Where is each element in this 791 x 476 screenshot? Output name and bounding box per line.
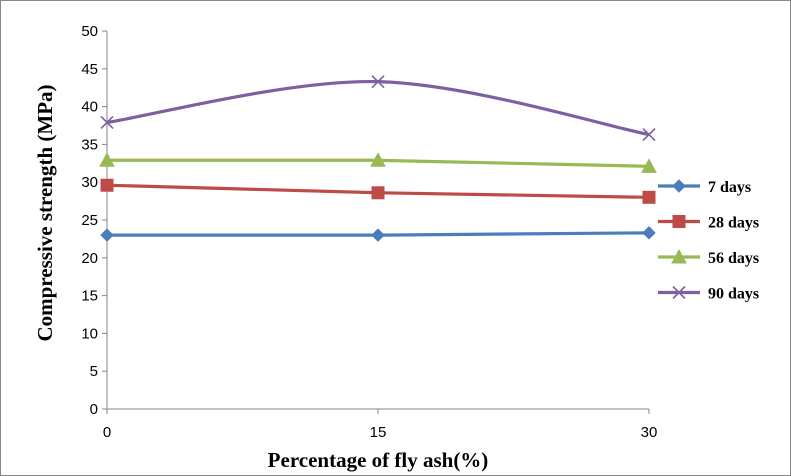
data-point <box>100 228 114 242</box>
y-tick-label: 50 <box>81 23 98 40</box>
series-7-days <box>100 226 656 242</box>
series-line <box>106 80 650 137</box>
legend-label: 28 days <box>708 215 759 232</box>
legend-swatch-marker <box>672 179 686 193</box>
y-tick-label: 40 <box>81 99 98 116</box>
data-point <box>642 226 656 240</box>
data-point <box>100 115 114 130</box>
series-90-days <box>100 75 656 142</box>
data-point <box>371 75 385 89</box>
y-tick-label: 5 <box>90 363 98 380</box>
legend: 7 days 28 days 56 days 90 days <box>658 179 759 303</box>
legend-swatch-marker <box>672 215 686 228</box>
data-point <box>642 128 656 142</box>
x-tick-label: 0 <box>103 424 111 441</box>
y-tick-label: 30 <box>81 174 98 191</box>
y-axis-title: Compressive strength (MPa) <box>33 84 57 341</box>
series-56-days <box>99 152 657 173</box>
data-point <box>371 228 385 242</box>
legend-item: 90 days <box>658 286 759 303</box>
legend-swatch-marker <box>672 285 686 300</box>
data-point <box>100 178 114 192</box>
data-point <box>370 152 386 167</box>
y-tick-label: 15 <box>81 288 98 305</box>
x-axis-title: Percentage of fly ash(%) <box>268 448 489 472</box>
series-28-days <box>100 178 656 204</box>
x-tick-label: 30 <box>641 424 658 441</box>
legend-label: 7 days <box>708 179 751 196</box>
data-point <box>99 152 115 167</box>
y-tick-label: 45 <box>81 61 98 78</box>
legend-label: 90 days <box>708 286 759 303</box>
legend-label: 56 days <box>708 250 759 267</box>
x-tick-label: 15 <box>370 424 387 441</box>
x-axis: 0 15 30 <box>103 408 658 441</box>
data-point <box>641 158 657 173</box>
y-tick-label: 35 <box>81 136 98 153</box>
data-point <box>371 186 385 200</box>
legend-item: 56 days <box>658 248 759 267</box>
y-tick-label: 10 <box>81 325 98 342</box>
series-group <box>99 75 657 242</box>
data-point <box>642 190 656 204</box>
legend-swatch-marker <box>671 248 687 264</box>
y-tick-label: 20 <box>81 250 98 267</box>
y-tick-label: 0 <box>90 401 98 418</box>
legend-item: 28 days <box>658 215 759 232</box>
y-axis: 0 5 10 15 20 25 30 35 40 45 50 <box>81 23 108 418</box>
y-tick-label: 25 <box>81 212 98 229</box>
legend-item: 7 days <box>658 179 751 196</box>
